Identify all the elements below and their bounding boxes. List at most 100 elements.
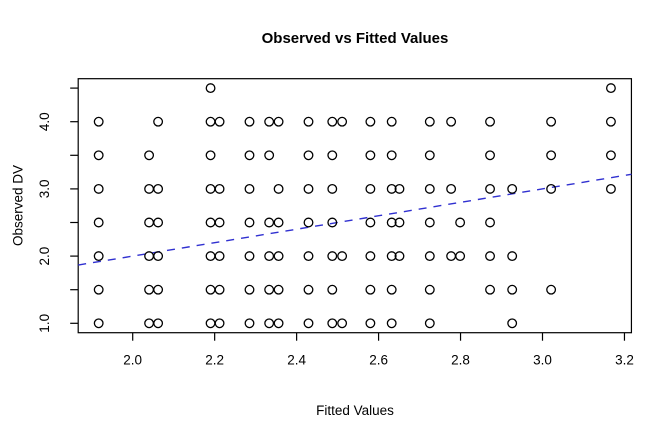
data-point	[394, 183, 405, 194]
data-point	[337, 116, 348, 127]
plot-box	[77, 78, 633, 334]
data-point	[424, 318, 435, 329]
data-point	[153, 183, 164, 194]
data-point	[386, 150, 397, 161]
data-point	[205, 284, 216, 295]
data-point	[446, 183, 457, 194]
data-point	[303, 183, 314, 194]
data-point	[386, 183, 397, 194]
data-point	[424, 116, 435, 127]
data-point	[303, 318, 314, 329]
data-point	[264, 116, 275, 127]
data-point	[507, 183, 518, 194]
data-point	[205, 318, 216, 329]
data-point	[205, 251, 216, 262]
x-tick-label: 2.4	[287, 353, 306, 368]
data-point	[264, 318, 275, 329]
data-point	[93, 251, 104, 262]
data-point	[485, 284, 495, 295]
data-point	[214, 116, 225, 127]
y-tick-label: 2.0	[37, 247, 52, 266]
data-point	[144, 183, 155, 194]
data-point	[485, 251, 495, 262]
data-point	[327, 150, 338, 161]
data-point	[605, 150, 616, 161]
data-point	[327, 284, 338, 295]
data-point	[214, 318, 225, 329]
data-point	[365, 150, 376, 161]
data-point	[327, 318, 338, 329]
data-point	[303, 116, 314, 127]
data-point	[244, 251, 255, 262]
data-point	[153, 318, 164, 329]
chart-title: Observed vs Fitted Values	[261, 30, 449, 47]
data-point	[273, 251, 284, 262]
data-point	[485, 150, 495, 161]
data-point	[244, 318, 255, 329]
data-point	[327, 183, 338, 194]
data-point	[337, 251, 348, 262]
x-tick-label: 2.0	[123, 353, 142, 368]
data-point	[273, 116, 284, 127]
x-tick-label: 3.0	[533, 353, 552, 368]
data-point	[365, 251, 376, 262]
data-point	[303, 150, 314, 161]
data-point	[386, 217, 397, 228]
data-point	[424, 217, 435, 228]
data-point	[205, 217, 216, 228]
data-point	[93, 150, 104, 161]
data-point	[144, 217, 155, 228]
data-point	[424, 284, 435, 295]
x-tick-label: 2.2	[205, 353, 224, 368]
data-point	[264, 251, 275, 262]
data-point	[244, 284, 255, 295]
data-point	[264, 284, 275, 295]
data-point	[327, 217, 338, 228]
data-point	[485, 116, 495, 127]
data-point	[93, 116, 104, 127]
data-point	[424, 150, 435, 161]
data-point	[273, 183, 284, 194]
y-tick-label: 4.0	[37, 112, 52, 131]
data-point	[244, 217, 255, 228]
data-point	[394, 251, 405, 262]
data-point	[144, 318, 155, 329]
data-point	[264, 150, 275, 161]
data-point	[273, 318, 284, 329]
data-point	[153, 284, 164, 295]
data-point	[507, 251, 518, 262]
data-point	[264, 217, 275, 228]
data-point	[144, 150, 155, 161]
data-point	[546, 284, 557, 295]
data-point	[386, 251, 397, 262]
data-point	[507, 284, 518, 295]
x-tick-label: 3.2	[615, 353, 634, 368]
x-tick-label: 2.8	[451, 353, 470, 368]
data-point	[93, 183, 104, 194]
data-point	[153, 217, 164, 228]
data-point	[546, 150, 557, 161]
data-point	[605, 183, 616, 194]
data-point	[93, 217, 104, 228]
y-tick-label: 3.0	[37, 180, 52, 199]
data-point	[327, 251, 338, 262]
data-point	[244, 183, 255, 194]
data-point	[273, 217, 284, 228]
data-point	[244, 116, 255, 127]
data-point	[214, 183, 225, 194]
data-point	[214, 217, 225, 228]
data-point	[605, 83, 616, 94]
data-point	[303, 251, 314, 262]
data-point	[327, 116, 338, 127]
data-point	[446, 116, 457, 127]
data-point	[455, 217, 466, 228]
data-point	[365, 284, 376, 295]
data-point	[386, 284, 397, 295]
data-point	[446, 251, 457, 262]
data-point	[93, 284, 104, 295]
data-point	[424, 251, 435, 262]
y-tick-label: 1.0	[37, 314, 52, 333]
data-point	[244, 150, 255, 161]
